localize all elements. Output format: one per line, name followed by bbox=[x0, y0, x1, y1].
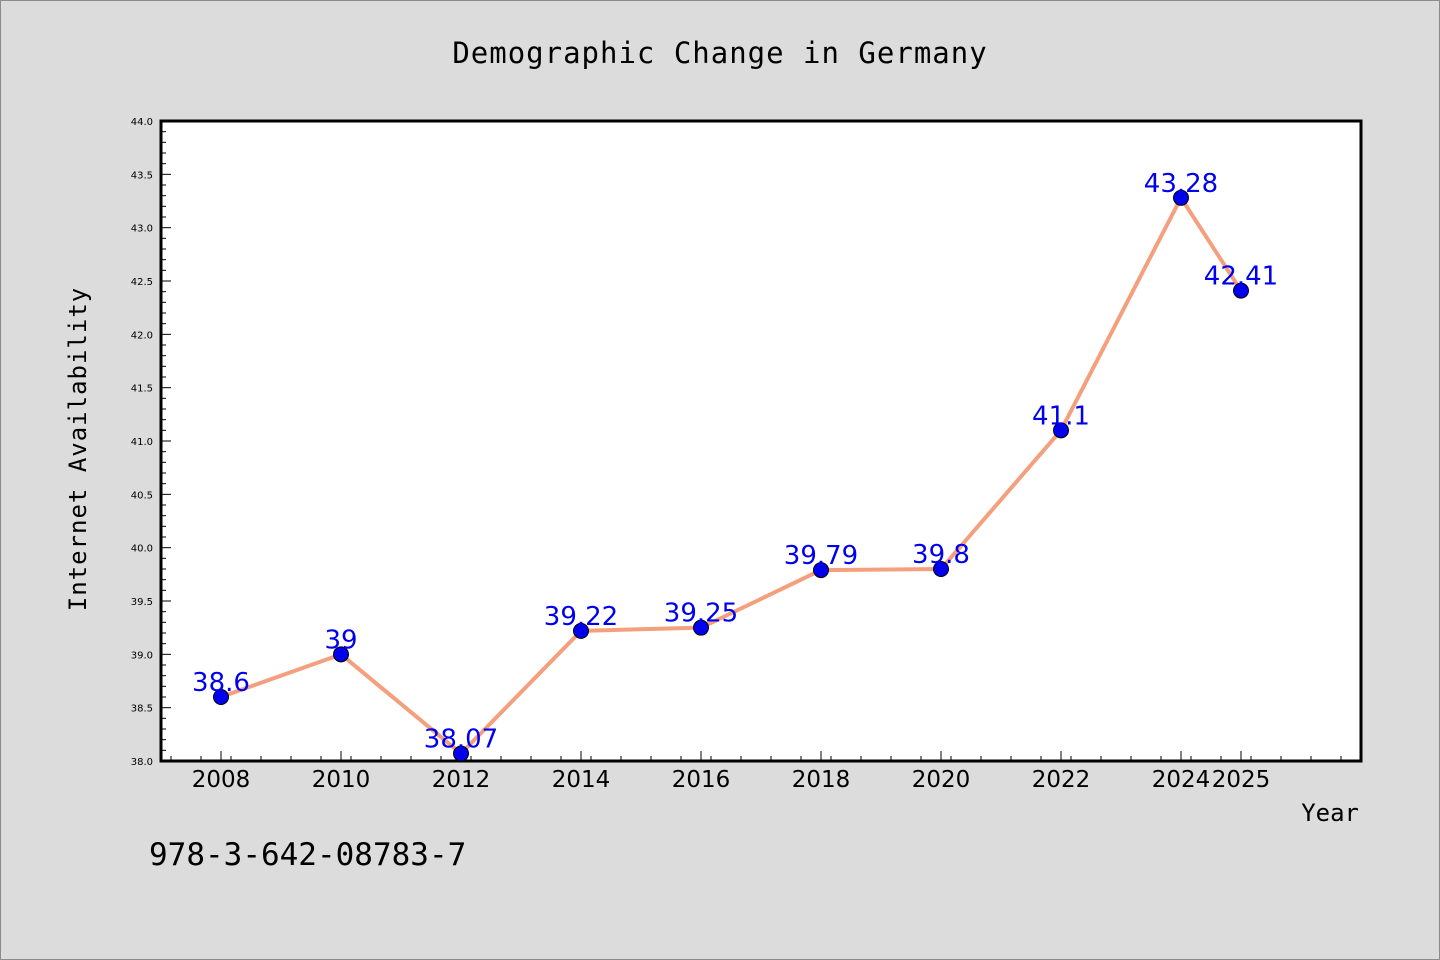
x-tick-label: 2024 bbox=[1152, 767, 1211, 793]
series-line bbox=[219, 195, 1243, 756]
data-label: 43.28 bbox=[1144, 169, 1218, 199]
y-tick-label: 44.0 bbox=[131, 117, 153, 128]
data-point bbox=[693, 619, 709, 636]
x-tick-label: 2025 bbox=[1212, 767, 1271, 793]
data-point bbox=[813, 562, 829, 579]
data-label: 39.8 bbox=[912, 540, 970, 570]
y-axis-label: Internet Availability bbox=[64, 287, 92, 611]
data-point bbox=[1173, 189, 1189, 206]
x-tick-label: 2022 bbox=[1032, 767, 1091, 793]
y-tick-label: 38.5 bbox=[131, 704, 153, 715]
data-point bbox=[933, 561, 949, 577]
y-tick-label: 42.5 bbox=[131, 277, 153, 288]
data-label: 38.6 bbox=[192, 668, 250, 698]
x-tick-label: 2014 bbox=[552, 767, 611, 793]
data-point bbox=[1053, 422, 1069, 439]
data-label: 39.79 bbox=[784, 541, 858, 571]
y-tick-label: 39.0 bbox=[131, 650, 153, 661]
y-axis: 38.0 38.5 39.0 39.5 40.0 40.5 41.0 41.5 42.0 42.5… bbox=[131, 117, 171, 768]
y-tick-label: 40.0 bbox=[131, 544, 153, 555]
y-tick-label: 43.0 bbox=[131, 224, 153, 235]
x-axis: 2008 2010 2012 2014 2016 2018 2020 2022 2024 2025 bbox=[170, 751, 1342, 793]
x-tick-label: 2020 bbox=[912, 767, 971, 793]
y-tick-label: 41.0 bbox=[131, 437, 153, 448]
y-tick-label: 38.0 bbox=[131, 757, 153, 768]
data-point bbox=[453, 745, 469, 762]
data-label: 39.25 bbox=[664, 599, 738, 629]
data-point bbox=[213, 689, 229, 705]
x-tick-label: 2010 bbox=[312, 767, 371, 793]
data-labels: 38.6 39 38.07 39.22 39.25 39.79 39.8 41.1 43.28 4… bbox=[192, 169, 1278, 755]
y-tick-label: 40.5 bbox=[131, 490, 153, 501]
data-point bbox=[333, 646, 349, 663]
plot-area bbox=[159, 119, 1363, 763]
chart-title: Demographic Change in Germany bbox=[452, 36, 987, 70]
series-path bbox=[219, 195, 1243, 756]
series-markers bbox=[213, 189, 1249, 762]
data-point bbox=[1233, 282, 1249, 299]
x-tick-label: 2018 bbox=[792, 767, 851, 793]
y-tick-label: 41.5 bbox=[131, 384, 153, 395]
data-label: 39.22 bbox=[544, 602, 618, 632]
x-tick-label: 2016 bbox=[672, 767, 731, 793]
data-label: 38.07 bbox=[424, 725, 498, 755]
data-label: 41.1 bbox=[1032, 401, 1090, 431]
x-tick-label: 2008 bbox=[192, 767, 251, 793]
y-tick-label: 43.5 bbox=[131, 170, 153, 181]
y-tick-label: 42.0 bbox=[131, 330, 153, 341]
x-axis-label: Year bbox=[1301, 799, 1359, 827]
data-label: 39 bbox=[324, 625, 357, 655]
x-tick-label: 2012 bbox=[432, 767, 491, 793]
data-label: 42.41 bbox=[1204, 262, 1278, 292]
y-tick-label: 39.5 bbox=[131, 597, 153, 608]
data-point bbox=[573, 622, 589, 639]
isbn-text: 978-3-642-08783-7 bbox=[149, 837, 466, 873]
